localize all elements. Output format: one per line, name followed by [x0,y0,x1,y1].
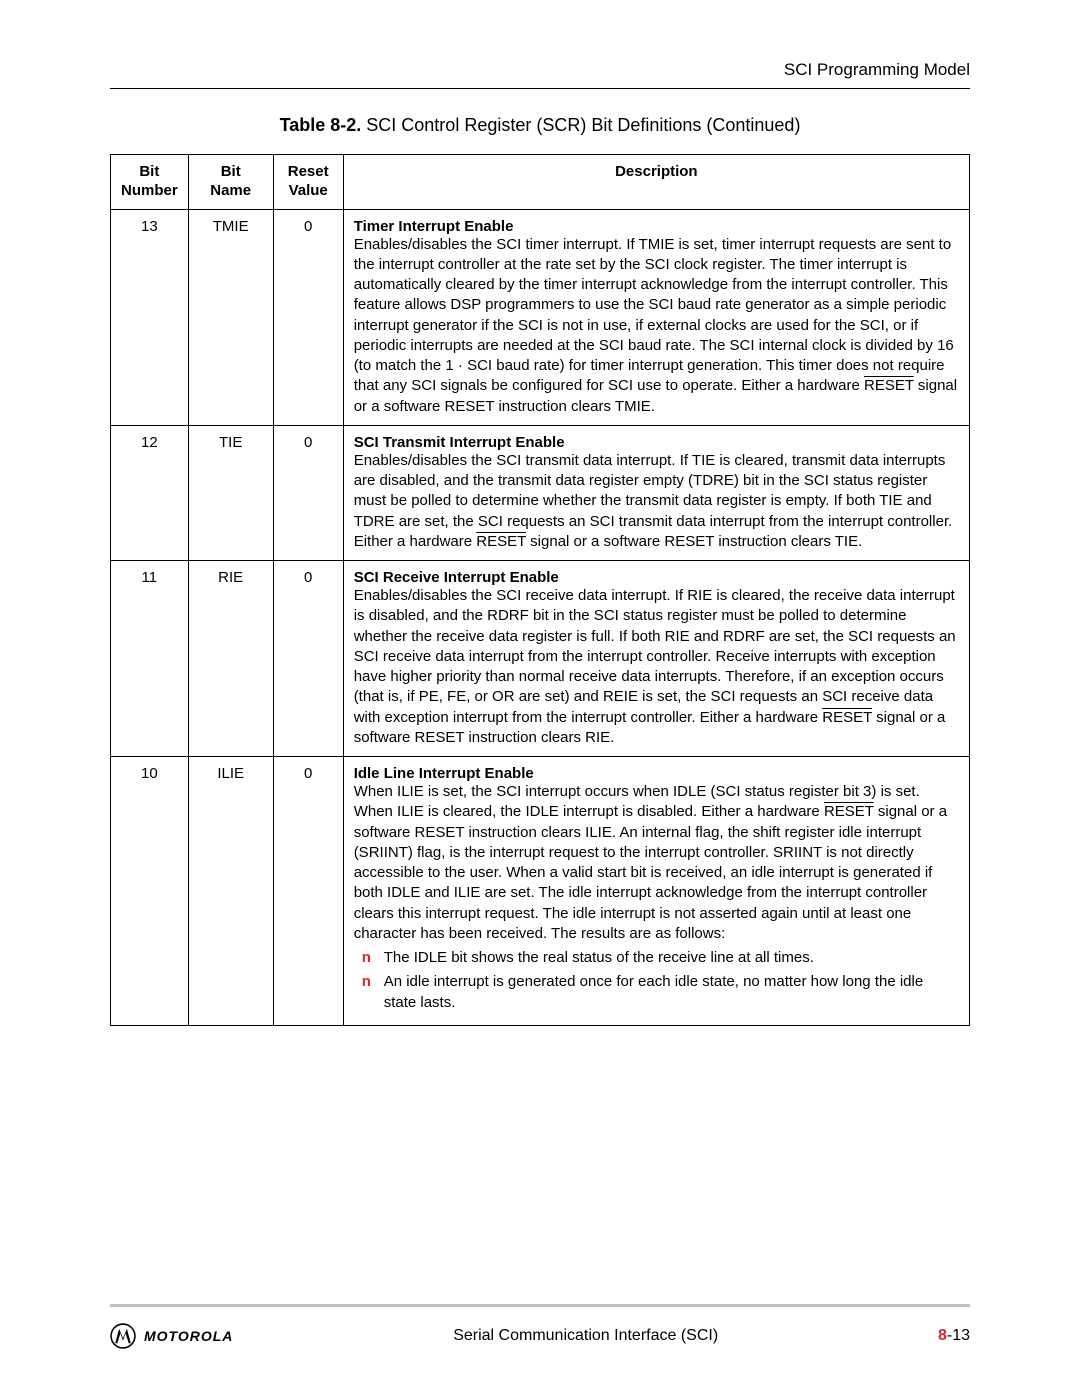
cell-description: SCI Receive Interrupt EnableEnables/disa… [343,561,969,757]
cell-bit-name: RIE [188,561,273,757]
footer-left: MOTOROLA [110,1323,233,1349]
col-bit-number: BitNumber [111,155,189,210]
table-row: 13TMIE0Timer Interrupt EnableEnables/dis… [111,209,970,425]
cell-description: SCI Transmit Interrupt EnableEnables/dis… [343,425,969,560]
page-number: 8-13 [938,1327,970,1345]
page-num: 13 [952,1327,970,1344]
table-row: 10ILIE0Idle Line Interrupt EnableWhen IL… [111,757,970,1026]
table-row: 11RIE0SCI Receive Interrupt EnableEnable… [111,561,970,757]
cell-bit-number: 11 [111,561,189,757]
description-body: When ILIE is set, the SCI interrupt occu… [354,783,947,942]
description-body: Enables/disables the SCI transmit data i… [354,452,953,550]
section-header: SCI Programming Model [110,60,970,89]
description-title: SCI Receive Interrupt Enable [354,569,959,586]
brand-text: MOTOROLA [144,1328,233,1344]
col-bit-name: BitName [188,155,273,210]
bullet-item: An idle interrupt is generated once for … [354,972,959,1013]
table-caption: SCI Control Register (SCR) Bit Definitio… [366,115,800,135]
cell-description: Idle Line Interrupt EnableWhen ILIE is s… [343,757,969,1026]
page-footer: MOTOROLA Serial Communication Interface … [110,1304,970,1349]
table-row: 12TIE0SCI Transmit Interrupt EnableEnabl… [111,425,970,560]
cell-bit-number: 10 [111,757,189,1026]
bullet-item: The IDLE bit shows the real status of th… [354,948,959,968]
col-reset-value: ResetValue [273,155,343,210]
cell-reset-value: 0 [273,209,343,425]
cell-bit-name: TIE [188,425,273,560]
description-body: Enables/disables the SCI receive data in… [354,587,956,746]
page-chapter: 8 [938,1327,947,1344]
cell-reset-value: 0 [273,561,343,757]
description-title: Timer Interrupt Enable [354,218,959,235]
cell-bit-number: 13 [111,209,189,425]
motorola-logo-icon [110,1323,136,1349]
cell-bit-name: ILIE [188,757,273,1026]
description-title: SCI Transmit Interrupt Enable [354,434,959,451]
cell-bit-name: TMIE [188,209,273,425]
bit-definitions-table: BitNumber BitName ResetValue Description… [110,154,970,1026]
cell-reset-value: 0 [273,425,343,560]
cell-description: Timer Interrupt EnableEnables/disables t… [343,209,969,425]
table-header-row: BitNumber BitName ResetValue Description [111,155,970,210]
description-body: Enables/disables the SCI timer interrupt… [354,236,957,415]
table-title: Table 8-2. SCI Control Register (SCR) Bi… [110,115,970,136]
description-title: Idle Line Interrupt Enable [354,765,959,782]
table-label: Table 8-2. [280,115,362,135]
description-bullets: The IDLE bit shows the real status of th… [354,948,959,1013]
cell-bit-number: 12 [111,425,189,560]
cell-reset-value: 0 [273,757,343,1026]
footer-center-text: Serial Communication Interface (SCI) [233,1327,938,1345]
col-description: Description [343,155,969,210]
